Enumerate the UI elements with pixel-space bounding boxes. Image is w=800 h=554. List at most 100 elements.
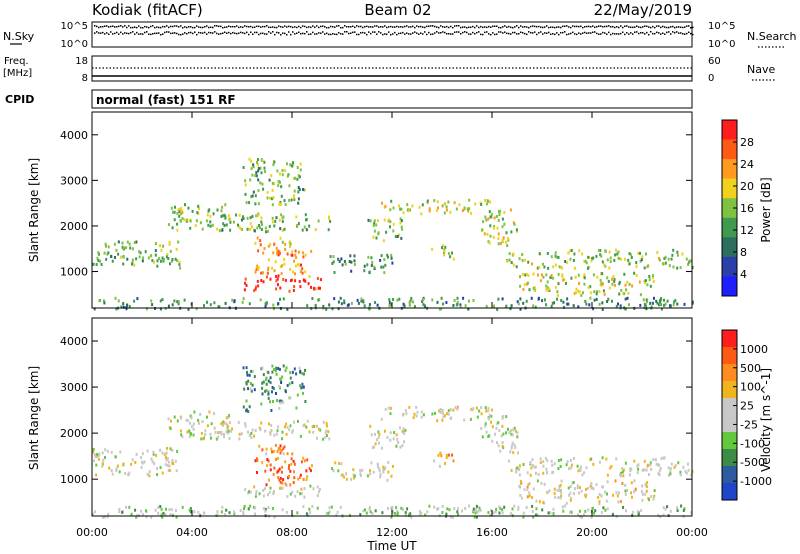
noise-point [200,32,202,34]
heatmap-cell [392,437,395,441]
heatmap-cell [569,257,572,261]
heatmap-cell [345,472,348,476]
heatmap-cell [368,303,371,307]
heatmap-cell [244,281,247,285]
heatmap-cell [637,467,640,471]
noise-point [432,33,434,35]
heatmap-cell [392,229,395,233]
noise-point [280,33,282,36]
heatmap-cell [590,515,593,519]
heatmap-cell [324,435,327,439]
heatmap-cell [499,449,502,453]
heatmap-cell [102,299,105,303]
noise-point [414,31,416,33]
noise-point [300,26,302,29]
heatmap-cell [566,297,569,301]
heatmap-cell [606,492,608,496]
heatmap-cell [643,266,646,270]
heatmap-cell [293,194,296,198]
heatmap-cell [114,455,117,459]
heatmap-cell [585,487,587,491]
heatmap-cell [274,260,277,264]
heatmap-cell [256,268,259,271]
heatmap-cell [317,494,319,498]
noise-point [158,26,160,29]
noise-point [288,31,290,33]
heatmap-cell [559,483,562,487]
heatmap-cell [554,495,557,499]
heatmap-cell [546,252,549,255]
heatmap-cell [95,463,98,467]
heatmap-cell [664,261,667,265]
noise-point [592,25,594,27]
heatmap-cell [134,461,137,464]
heatmap-cell [271,370,274,374]
heatmap-cell [489,234,492,238]
heatmap-cell [453,507,456,511]
noise-point [576,33,578,36]
noise-point [626,32,628,34]
noise-point [222,32,224,34]
heatmap-cell [498,213,501,216]
heatmap-cell [613,278,616,281]
heatmap-cell [421,203,424,207]
heatmap-cell [382,468,385,472]
heatmap-cell [295,372,298,376]
heatmap-cell [128,471,131,475]
heatmap-cell [209,432,212,436]
heatmap-cell [288,382,291,386]
noise-point [212,26,214,29]
heatmap-cell [332,469,335,473]
noise-point [246,25,248,28]
heatmap-cell [621,467,624,470]
heatmap-cell [151,303,154,307]
heatmap-cell [265,378,268,382]
heatmap-cell [570,466,573,470]
heatmap-cell [161,451,164,455]
noise-point [360,25,362,28]
heatmap-cell [337,469,340,473]
heatmap-cell [175,247,178,251]
heatmap-cell [181,211,184,215]
noise-point [536,33,538,36]
heatmap-cell [428,207,431,211]
heatmap-cell [583,276,586,280]
noise-point [326,32,328,35]
noise-point [502,32,504,34]
heatmap-cell [673,300,676,304]
heatmap-cell [272,303,275,307]
heatmap-cell [625,509,627,513]
heatmap-cell [536,479,539,483]
heatmap-cell [299,285,302,289]
heatmap-cell [260,402,263,406]
heatmap-cell [438,307,441,311]
noise-point [288,25,290,28]
heatmap-cell [578,281,581,285]
noise-point [456,25,458,27]
heatmap-cell [185,418,188,422]
heatmap-cell [583,471,586,475]
heatmap-cell [197,418,200,422]
heatmap-cell [292,481,295,484]
heatmap-cell [472,299,475,302]
heatmap-cell [513,443,516,447]
heatmap-cell [209,220,212,224]
heatmap-cell [180,416,182,420]
noise-point [230,25,232,28]
heatmap-cell [523,488,526,492]
heatmap-cell [577,305,580,309]
heatmap-cell [117,299,120,303]
heatmap-cell [379,473,382,477]
noise-point [604,32,606,34]
heatmap-cell [447,412,450,416]
noise-point [460,33,462,35]
heatmap-cell [176,222,179,226]
heatmap-cell [269,432,272,436]
colorbar-segment [722,217,737,238]
heatmap-cell [247,410,250,413]
heatmap-cell [302,391,304,395]
heatmap-cell [254,270,257,274]
heatmap-cell [221,228,224,232]
heatmap-cell [217,435,220,439]
noise-point [128,32,130,35]
